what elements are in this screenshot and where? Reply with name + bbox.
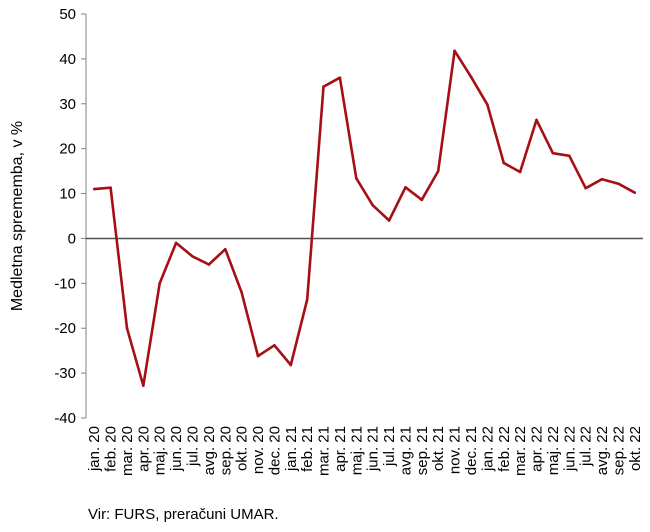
x-tick-label: dec. 20	[266, 426, 283, 475]
y-tick-label: -20	[54, 320, 76, 337]
data-point	[486, 103, 489, 106]
data-point	[551, 151, 555, 155]
y-axis-ticks: -40 -30 -20 -10 0 10 20 30 40 50	[54, 6, 86, 427]
data-point	[142, 384, 145, 387]
data-point	[256, 354, 260, 358]
y-axis-label: Medletna sprememba, v %	[9, 121, 26, 311]
x-tick-label: jul. 22	[578, 426, 595, 467]
x-tick-label: jul. 20	[184, 426, 201, 467]
data-point	[420, 198, 424, 202]
data-point	[273, 343, 276, 347]
data-point	[567, 154, 571, 158]
x-tick-label: nov. 21	[447, 426, 464, 474]
data-point	[355, 176, 358, 180]
x-tick-label: dec. 21	[463, 426, 480, 475]
data-point	[289, 363, 293, 367]
y-tick-label: -30	[54, 365, 76, 382]
x-tick-label: mar. 21	[316, 426, 333, 476]
x-tick-label: mar. 22	[512, 426, 529, 476]
data-point	[207, 263, 211, 266]
data-point	[518, 170, 522, 174]
x-tick-label: okt. 21	[430, 426, 447, 471]
y-tick-label: -40	[54, 410, 76, 427]
x-tick-label: avg. 20	[201, 426, 218, 475]
data-point	[125, 326, 129, 330]
x-tick-label: feb. 21	[299, 426, 316, 472]
series-line	[94, 49, 636, 388]
data-point	[584, 186, 587, 190]
x-tick-label: apr. 21	[332, 426, 349, 472]
data-point	[92, 187, 96, 191]
data-point	[404, 185, 407, 189]
x-tick-label: okt. 22	[627, 426, 644, 471]
data-point	[453, 49, 456, 53]
x-tick-label: jun. 20	[168, 426, 185, 472]
data-point	[223, 247, 227, 251]
data-point	[502, 161, 506, 165]
y-tick-label: 20	[59, 141, 76, 158]
data-point	[109, 186, 112, 190]
x-tick-label: jun. 21	[365, 426, 382, 472]
y-tick-label: 50	[59, 6, 76, 23]
y-tick-label: 30	[59, 96, 76, 113]
data-point	[322, 85, 325, 89]
x-tick-label: jul. 21	[381, 426, 398, 467]
y-tick-label: 0	[68, 230, 76, 247]
data-point	[600, 177, 604, 181]
x-tick-label: sep. 20	[217, 426, 234, 475]
x-tick-label: jun. 22	[561, 426, 578, 472]
data-point	[338, 76, 342, 80]
data-point	[387, 219, 391, 222]
x-tick-label: jan. 22	[479, 426, 496, 472]
x-tick-label: sep. 21	[414, 426, 431, 475]
data-point	[436, 169, 440, 173]
x-tick-label: maj. 21	[348, 426, 365, 475]
x-tick-label: jan. 21	[283, 426, 300, 472]
x-tick-label: sep. 22	[610, 426, 627, 475]
x-tick-label: feb. 22	[496, 426, 513, 472]
data-point	[305, 298, 309, 301]
x-tick-label: apr. 22	[529, 426, 546, 472]
series-group	[92, 49, 637, 388]
data-point	[240, 291, 243, 294]
x-tick-label: avg. 21	[397, 426, 414, 475]
x-tick-label: feb. 20	[103, 426, 120, 472]
x-tick-label: maj. 20	[152, 426, 169, 475]
data-point	[158, 282, 162, 285]
x-tick-label: okt. 20	[234, 426, 251, 471]
y-tick-label: 40	[59, 51, 76, 68]
x-tick-label: jan. 20	[86, 426, 103, 472]
data-point	[617, 182, 620, 185]
x-tick-label: avg. 22	[594, 426, 611, 475]
data-point	[191, 255, 194, 258]
x-tick-label: nov. 20	[250, 426, 267, 474]
x-tick-label: maj. 22	[545, 426, 562, 475]
data-point	[633, 191, 637, 194]
data-point	[371, 203, 374, 207]
source-note: Vir: FURS, preračuni UMAR.	[88, 506, 279, 523]
data-point	[469, 75, 473, 79]
x-tick-label: apr. 20	[135, 426, 152, 472]
data-point	[174, 241, 178, 245]
x-tick-label: mar. 20	[119, 426, 136, 476]
x-axis-ticks: jan. 20 feb. 20 mar. 20 apr. 20 maj. 20 jun. …	[86, 426, 644, 476]
y-tick-label: -10	[54, 275, 76, 292]
data-point	[535, 118, 538, 122]
y-tick-label: 10	[59, 186, 76, 203]
